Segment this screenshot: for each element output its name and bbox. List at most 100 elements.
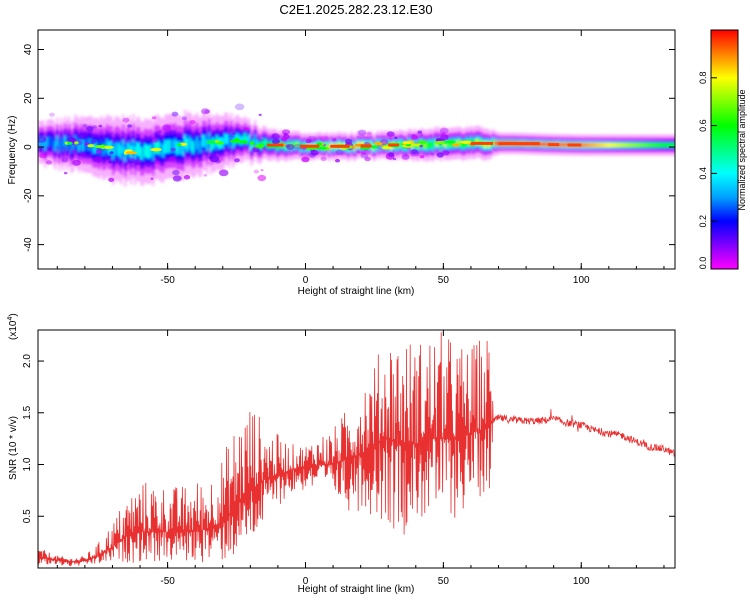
spectrogram-cell — [632, 142, 635, 148]
spectrogram-x-axis-label: Height of straight line (km) — [298, 286, 415, 297]
spectrogram-cell — [162, 143, 165, 158]
spectrogram-speck — [272, 138, 280, 145]
spectrogram-cell — [200, 140, 203, 153]
spectrogram-cell — [226, 133, 229, 145]
spectrogram-cell — [424, 142, 427, 149]
spectrogram-cell — [492, 139, 495, 146]
spectrogram-cell — [564, 142, 567, 147]
spectrogram-cell — [642, 142, 645, 148]
colorbar-ticks: 0.0 0.2 0.4 0.6 0.8 — [698, 72, 717, 270]
spectrogram-speck — [108, 160, 112, 164]
x-tick-label: 100 — [573, 275, 590, 286]
spectrogram-cell — [602, 142, 605, 148]
spectrogram-cell — [164, 140, 167, 154]
y-tick-label: 2.0 — [22, 354, 33, 368]
y-tick-label: 40 — [23, 44, 34, 56]
spectrogram-speck — [201, 108, 210, 115]
spectrogram-hotspot — [103, 145, 114, 149]
spectrogram-cell — [452, 140, 455, 147]
spectrogram-speck — [95, 149, 102, 154]
spectrogram-cell — [276, 143, 279, 151]
spectrogram-speck — [169, 155, 176, 160]
spectrogram-peak-segment — [266, 143, 284, 147]
spectrogram-cell — [48, 137, 51, 147]
spectrogram-speck — [437, 139, 441, 142]
spectrogram-cell — [298, 142, 301, 148]
spectrogram-cell — [470, 138, 473, 145]
spectrogram-speck — [151, 116, 157, 120]
spectrogram-speck — [308, 152, 316, 158]
spectrogram-speck — [386, 131, 395, 137]
x-tick-label: 0 — [303, 576, 309, 587]
colorbar-gradient — [710, 29, 739, 270]
spectrogram-speck — [151, 135, 159, 141]
spectrogram-speck — [71, 149, 76, 153]
spectrogram-hotspot — [418, 140, 428, 144]
spectrogram-speck — [234, 103, 245, 111]
spectrogram-hotspot — [206, 140, 216, 144]
spectrogram-y-axis-label: Frequency (Hz) — [7, 116, 18, 185]
spectrogram-cell — [178, 140, 181, 155]
spectrogram-speck — [320, 156, 327, 161]
spectrogram-speck — [93, 156, 103, 163]
spectrogram-cell — [132, 139, 135, 153]
spectrogram-cell — [426, 142, 429, 150]
spectrogram-cell — [156, 140, 159, 154]
spectrogram-speck — [394, 136, 398, 139]
spectrogram-speck — [122, 117, 130, 123]
spectrogram-cell — [62, 141, 65, 152]
spectrogram-cell — [664, 142, 667, 148]
spectrogram-speck — [436, 152, 444, 158]
spectrogram-cell — [662, 142, 665, 148]
spectrogram-cell — [646, 142, 649, 148]
spectrogram-cell — [456, 139, 459, 147]
spectrogram-cell — [204, 135, 207, 148]
spectrogram-speck — [63, 171, 68, 175]
spectrogram-peak-segment — [470, 141, 493, 145]
spectrogram-hotspot — [381, 146, 392, 150]
spectrogram-speck — [282, 129, 290, 135]
spectrogram-speck — [439, 127, 449, 134]
spectrogram-cell — [66, 140, 69, 151]
spectrogram-speck — [258, 113, 262, 116]
spectrogram-cell — [638, 142, 641, 148]
spectrogram-cell — [264, 138, 267, 146]
snr-y-multiplier: (x104) — [7, 313, 19, 340]
spectrogram-cell — [672, 142, 675, 148]
colorbar-tick-label: 0.6 — [698, 119, 708, 132]
spectrogram-cell — [82, 139, 85, 151]
colorbar-label: Normalized spectral amplitude — [737, 89, 747, 210]
spectrogram-cell — [458, 139, 461, 146]
spectrogram-speck — [181, 116, 187, 121]
spectrogram-cell — [230, 132, 233, 144]
spectrogram-cell — [412, 143, 415, 150]
spectrogram-cell — [460, 140, 463, 148]
spectrogram-cell — [184, 135, 187, 148]
snr-frame — [37, 329, 676, 569]
y-tick-label: -40 — [23, 237, 34, 252]
spectrogram-cell — [42, 137, 45, 147]
spectrogram-speck — [260, 169, 264, 172]
spectrogram-cell — [168, 139, 171, 153]
snr-series-line — [38, 332, 675, 567]
spectrogram-cell — [124, 148, 127, 162]
x-tick-label: 100 — [573, 576, 590, 587]
spectrogram-speck — [151, 138, 159, 143]
chart-title: C2E1.2025.282.23.12.E30 — [279, 2, 432, 17]
snr-y-axis-label: SNR (10 * v/v) — [8, 416, 19, 480]
spectrogram-cell — [478, 138, 481, 145]
spectrogram-speck — [189, 120, 196, 125]
spectrogram-cell — [610, 142, 613, 148]
spectrogram-cell — [40, 137, 43, 147]
spectrogram-cell — [158, 141, 161, 155]
spectrogram-cell — [558, 142, 561, 147]
spectrogram-speck — [127, 124, 132, 128]
spectrogram-cell — [116, 141, 119, 155]
spectrogram-cell — [114, 142, 117, 157]
spectrogram-hotspot — [446, 140, 456, 144]
spectrogram-peak-segment — [498, 142, 540, 146]
colorbar-tick-label: 0.8 — [698, 72, 708, 85]
spectrogram-cell — [206, 139, 209, 151]
spectrogram-cell — [78, 140, 81, 152]
